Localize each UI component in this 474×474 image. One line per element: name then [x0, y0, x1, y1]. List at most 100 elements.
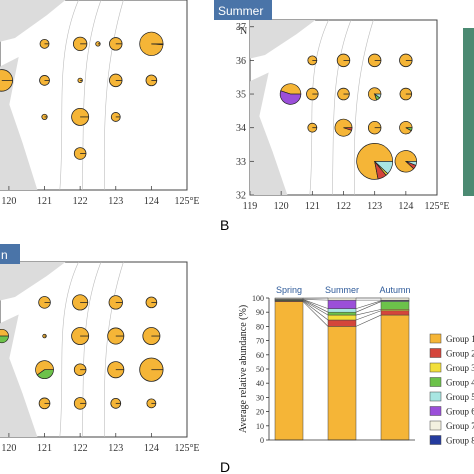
bar-layer: Spring Summer Autumn	[274, 285, 411, 441]
bar-segment-summer-group3	[327, 314, 357, 321]
station-pie-summer-5-slice-group6	[279, 90, 302, 105]
x-tick-label: 120	[274, 201, 289, 212]
station-pie-summer-12	[367, 120, 382, 135]
season-tag-summer	[214, 0, 272, 20]
station-pie-summer-1	[307, 55, 318, 66]
legend-item-group3: Group 3	[429, 362, 474, 373]
legend-item-group2: Group 2	[429, 348, 474, 359]
station-pie-spring-3	[95, 41, 101, 47]
y-axis-title: Average relative abundance (%)	[238, 305, 249, 433]
bar-summer	[327, 297, 357, 441]
side-tab	[463, 28, 474, 196]
season-tag-summer-text: Summer	[218, 4, 263, 18]
station-pie-spring-8	[77, 77, 83, 84]
station-pie-spring-14	[73, 147, 87, 160]
map-frame-spring	[0, 0, 188, 191]
station-pie-summer-15-slice-group5	[405, 160, 417, 166]
pie-layer-autumn	[0, 294, 164, 410]
legend-label: Group 6	[446, 407, 474, 417]
bar-segment-autumn-group1	[380, 314, 410, 441]
season-tag-autumn	[0, 244, 20, 264]
y-tick-label: 0	[260, 436, 264, 445]
x-tick-label: 124	[144, 196, 159, 207]
y-tick-label: 50	[256, 365, 264, 374]
bar-connector	[302, 299, 329, 301]
y-tick-label: 100	[252, 294, 264, 303]
station-pie-autumn-1	[38, 296, 51, 309]
station-pie-autumn-15	[73, 397, 87, 410]
x-tick-label: 121	[305, 201, 320, 212]
station-pie-summer-8-slice-group5	[373, 93, 382, 99]
land-north	[0, 0, 66, 42]
bar-segment-autumn-group7	[380, 297, 410, 301]
legend-item-group1: Group 1	[429, 333, 474, 344]
depth-contour	[81, 0, 102, 191]
legend-label: Group 5	[446, 392, 474, 402]
x-tick-label: 125°E	[174, 196, 199, 207]
x-tick-label: 124	[144, 443, 159, 454]
x-tick-label: 121	[37, 196, 52, 207]
station-pie-autumn-8	[107, 327, 125, 345]
bar-connector	[355, 310, 382, 321]
depth-contour	[59, 0, 79, 191]
land-north	[0, 262, 66, 301]
y-tick-label: 36	[236, 56, 246, 67]
y-tick-label: 35	[236, 90, 246, 101]
bar-segment-autumn-group4	[380, 301, 410, 310]
bar-connector	[302, 299, 329, 309]
station-pie-summer-9	[399, 87, 413, 101]
bar-segment-summer-group5	[327, 308, 357, 313]
y-tick-label: 32	[236, 191, 246, 202]
x-tick-label: 121	[37, 443, 52, 454]
legend-label: Group 2	[446, 349, 474, 359]
map-panel-summer: 119 120 121 122 123 124 125°E 37 36 35 34 33 32 Sum…	[214, 0, 474, 233]
station-pie-spring-4	[109, 37, 123, 51]
pie-layer-summer	[279, 53, 417, 180]
season-tag-autumn-text: n	[1, 248, 8, 262]
bar-segment-summer-group6	[327, 299, 357, 309]
bar-category-label: Spring	[276, 285, 302, 295]
y-tick-label: 90	[256, 308, 264, 317]
legend-item-group6: Group 6	[429, 406, 474, 417]
station-pie-spring-6	[0, 69, 13, 92]
station-pie-summer-5-slice-group1	[280, 83, 302, 95]
legend-swatch	[429, 362, 442, 373]
x-tick-label: 120	[1, 443, 16, 454]
legend-swatch	[429, 435, 442, 445]
station-pie-autumn-16	[110, 397, 122, 409]
x-ticks-spring: 120 121 122 123 124 125°E	[1, 186, 200, 207]
station-pie-summer-10	[307, 122, 318, 133]
x-tick-label: 120	[1, 196, 16, 207]
station-pie-autumn-9	[142, 327, 161, 345]
station-pie-spring-7	[39, 75, 50, 86]
bar-legend: Group 1 Group 2 Group 3 Group 4 Group 5 Group…	[429, 333, 474, 446]
land-west	[250, 72, 288, 195]
station-pie-summer-2	[336, 53, 351, 68]
depth-contour	[59, 261, 79, 438]
legend-label: Group 7	[446, 421, 474, 431]
x-tick-label: 119	[243, 201, 258, 212]
station-pie-autumn-7	[71, 327, 90, 345]
station-pie-autumn-5-slice-group4	[0, 335, 9, 344]
x-tick-label: 122	[73, 443, 88, 454]
station-pie-summer-11-slice-group2	[343, 127, 353, 131]
station-pie-spring-5-slice-group2	[151, 43, 164, 45]
bar-connector	[302, 300, 329, 316]
station-pie-spring-5	[139, 31, 164, 56]
station-pie-autumn-12	[107, 361, 125, 379]
x-tick-label: 123	[108, 196, 123, 207]
bar-autumn	[380, 297, 410, 441]
station-pie-summer-14-slice-group5	[373, 160, 394, 175]
depth-contour	[309, 19, 329, 196]
depth-contour	[331, 19, 352, 196]
land-north	[250, 20, 316, 59]
station-pie-autumn-3	[108, 295, 123, 310]
map-land-summer	[250, 19, 374, 196]
x-tick-label: 122	[73, 196, 88, 207]
bar-connector	[355, 300, 382, 309]
bar-connector	[302, 300, 329, 321]
station-pie-spring-10	[145, 74, 158, 87]
legend-label: Group 8	[446, 436, 474, 446]
